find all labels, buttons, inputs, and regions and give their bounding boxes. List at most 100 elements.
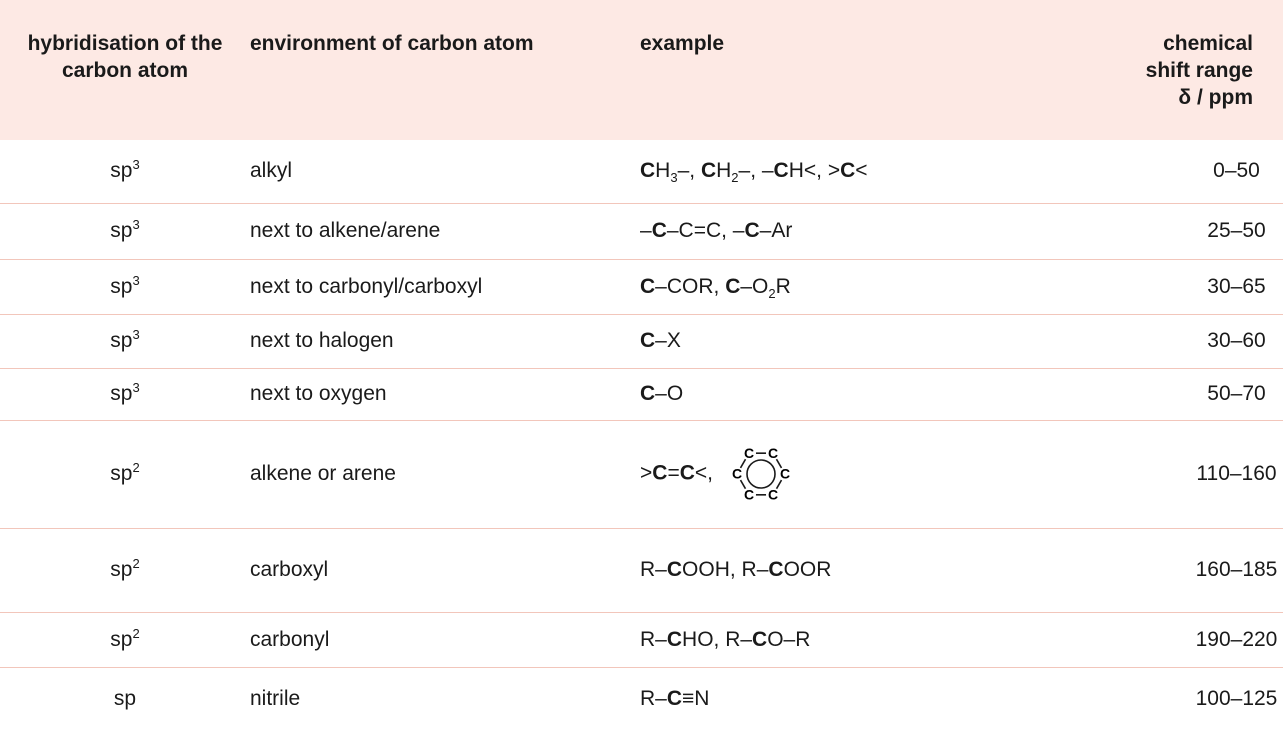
environment-cell: nitrile — [250, 667, 640, 731]
hybridisation-cell: sp3 — [0, 314, 250, 369]
hybridisation-text: 3 — [132, 157, 140, 173]
environment-cell: next to alkene/arene — [250, 203, 640, 260]
environment-text: next to alkene/arene — [250, 219, 441, 242]
example-cell: R–COOH, R–COOR — [640, 528, 1110, 613]
shift-cell: 30–60 — [1110, 314, 1283, 369]
table-row: sp3 next to carbonyl/carboxyl C–COR, C–O2R… — [0, 259, 1283, 315]
table-row: sp2 carboxyl R–COOH, R–COOR 160–185 — [0, 528, 1283, 613]
example-text: C — [679, 461, 695, 485]
atom-bg — [741, 446, 756, 461]
shift-cell: 110–160 — [1110, 420, 1283, 529]
atom-bg — [729, 467, 744, 481]
example-text: HO, R– — [682, 627, 753, 651]
example-text: 3 — [670, 170, 678, 186]
shift-cell: 160–185 — [1110, 528, 1283, 613]
example-text: –O — [655, 382, 684, 405]
shift-cell: 25–50 — [1110, 203, 1283, 260]
example-text: OOH, R– — [682, 558, 769, 581]
example-text: C — [666, 558, 683, 581]
hybridisation-text: sp — [110, 159, 133, 183]
environment-cell: next to halogen — [250, 314, 640, 369]
example-text: C — [752, 627, 768, 651]
example-text: –C=C, – — [666, 219, 745, 242]
header-text: example — [640, 32, 725, 55]
table-row: sp3 alkyl CH3–, CH2–, –CH<, >C< 0–50 — [0, 140, 1283, 204]
example-text: –, — [677, 159, 701, 183]
hybridisation-text: sp — [113, 687, 137, 711]
environment-cell: carboxyl — [250, 528, 640, 613]
atom-label: C — [768, 445, 778, 461]
environment-text: carbonyl — [250, 627, 330, 651]
table-row: sp nitrile R–C≡N 100–125 — [0, 667, 1283, 731]
environment-text: next to halogen — [250, 329, 394, 352]
hybridisation-text: 3 — [132, 327, 140, 342]
environment-text: alkyl — [250, 159, 293, 183]
header-text: chemical shift range — [1145, 32, 1253, 82]
header-cell: example — [640, 0, 1110, 140]
header-cell: hybridisation of the carbon atom — [0, 0, 250, 140]
example-cell: R–CHO, R–CO–R — [640, 612, 1110, 668]
hybridisation-text: sp — [110, 219, 133, 242]
atom-bg — [777, 467, 792, 481]
example-text: –O — [740, 274, 769, 298]
example-text: <, — [694, 461, 719, 485]
environment-text: carboxyl — [250, 558, 329, 581]
example-text: > — [640, 461, 653, 485]
hybridisation-text: 2 — [132, 460, 140, 475]
example-text: ≡N — [682, 687, 710, 711]
header-text: hybridisation of the carbon atom — [27, 32, 223, 82]
example-text: O–R — [767, 627, 811, 651]
example-text: C — [725, 274, 741, 298]
shift-cell: 190–220 — [1110, 612, 1283, 668]
environment-text: next to carbonyl/carboxyl — [250, 274, 483, 298]
example-text: C — [640, 382, 656, 405]
table-row: sp2 carbonyl R–CHO, R–CO–R 190–220 — [0, 612, 1283, 668]
example-text: C — [666, 687, 683, 711]
ring-aromatic — [746, 459, 776, 489]
example-cell: CH3–, CH2–, –CH<, >C< — [640, 140, 1110, 204]
example-text: H — [716, 159, 732, 183]
hybridisation-text: 3 — [132, 272, 140, 288]
table-row: sp2 alkene or arene >C=C<, C C C C C C 110–160 — [0, 420, 1283, 529]
example-text: 2 — [768, 285, 776, 301]
environment-cell: carbonyl — [250, 612, 640, 668]
shift-cell: 0–50 — [1110, 140, 1283, 204]
environment-cell: next to carbonyl/carboxyl — [250, 259, 640, 315]
header-cell: chemical shift range δ / ppm — [1110, 0, 1283, 140]
atom-bg — [765, 446, 780, 461]
example-text: C — [640, 159, 656, 183]
table-body: sp3 alkyl CH3–, CH2–, –CH<, >C< 0–50 sp3 next… — [0, 140, 1283, 731]
shift-text: 30–65 — [1207, 274, 1266, 298]
shift-text: 160–185 — [1195, 558, 1278, 581]
hybridisation-text: sp — [110, 627, 133, 651]
hybridisation-text: sp — [110, 382, 133, 405]
shift-cell: 30–65 — [1110, 259, 1283, 315]
example-text: C — [640, 274, 656, 298]
environment-text: alkene or arene — [250, 462, 396, 485]
example-text: R– — [640, 687, 667, 711]
hybridisation-text: 2 — [132, 556, 140, 571]
environment-text: nitrile — [250, 687, 301, 711]
environment-text: next to oxygen — [250, 382, 387, 405]
example-text: C — [744, 219, 760, 242]
table-row: sp3 next to alkene/arene –C–C=C, –C–Ar 25–5… — [0, 203, 1283, 260]
header-cell: environment of carbon atom — [250, 0, 640, 140]
example-text: C — [651, 219, 667, 242]
shift-text: 25–50 — [1207, 219, 1266, 242]
hybridisation-text: sp — [110, 329, 133, 352]
example-text: OOR — [783, 558, 832, 581]
hybridisation-cell: sp2 — [0, 528, 250, 613]
hybridisation-text: 3 — [132, 217, 140, 232]
example-text: < — [855, 159, 868, 183]
atom-label: C — [732, 466, 742, 482]
example-cell: C–X — [640, 314, 1110, 369]
hybridisation-text: sp — [110, 274, 133, 298]
atom-bg — [741, 487, 756, 502]
header-text: environment of carbon atom — [250, 32, 534, 55]
example-cell: C–COR, C–O2R — [640, 259, 1110, 315]
example-text: C — [666, 627, 683, 651]
example-text: C — [768, 558, 784, 581]
